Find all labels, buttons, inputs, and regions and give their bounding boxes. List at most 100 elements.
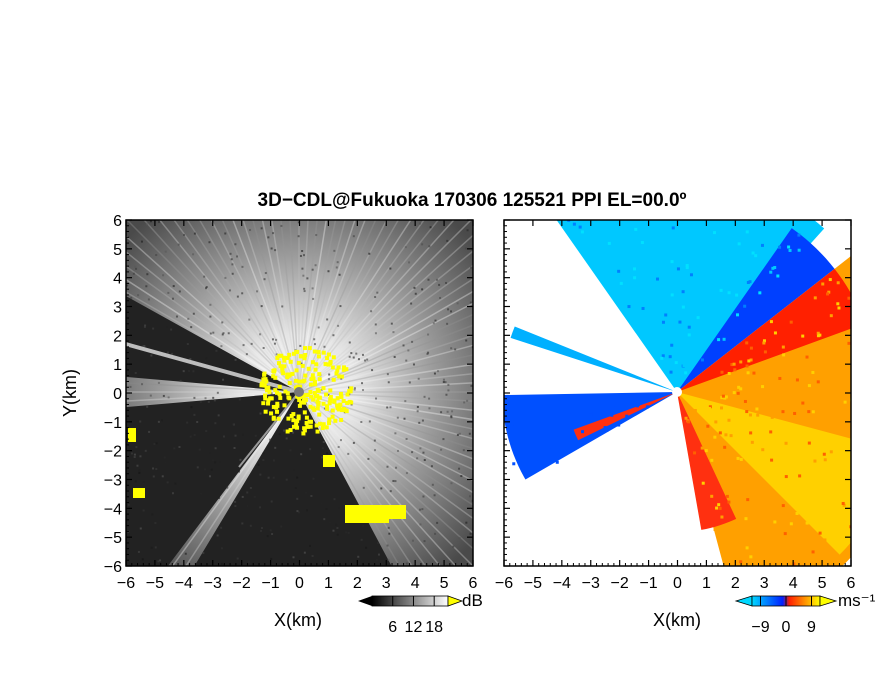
over-range-cell	[282, 403, 287, 408]
velocity-cell	[706, 424, 710, 428]
snr-noise	[352, 235, 355, 238]
snr-ray	[173, 220, 300, 393]
velocity-cell	[739, 457, 743, 461]
velocity-cell	[689, 273, 693, 277]
snr-noise	[179, 379, 182, 382]
velocity-cell	[769, 430, 773, 434]
over-range-cell	[308, 404, 313, 409]
velocity-cell	[739, 560, 743, 564]
velocity-cell	[640, 212, 643, 215]
over-range-cell	[261, 377, 266, 382]
snr-noise	[164, 250, 167, 253]
velocity-cell	[720, 370, 724, 374]
velocity-cell	[700, 358, 704, 362]
over-range-cell	[275, 401, 280, 406]
over-range-cell	[291, 418, 296, 423]
over-range-cell	[286, 416, 291, 421]
snr-noise	[311, 554, 314, 557]
velocity-cell	[751, 251, 755, 255]
snr-noise	[469, 301, 472, 304]
velocity-cell	[762, 390, 766, 394]
snr-noise	[249, 486, 252, 489]
snr-noise	[405, 472, 408, 475]
over-range-cell	[321, 350, 326, 355]
over-range-cell	[316, 350, 321, 355]
over-range-cell	[323, 362, 328, 367]
snr-ray	[126, 382, 300, 393]
snr-noise	[411, 539, 414, 542]
velocity-cell	[604, 398, 608, 402]
snr-noise	[134, 371, 137, 374]
snr-noise	[458, 467, 461, 470]
velocity-cell	[749, 555, 753, 559]
snr-ray	[298, 354, 473, 393]
snr-noise	[216, 391, 219, 394]
snr-noise	[214, 447, 217, 450]
snr-noise	[272, 232, 275, 235]
snr-noise	[442, 378, 445, 381]
snr-noise	[154, 521, 157, 524]
velocity-panel: −6 −5 −4 −3 −2 −1 0 1 2 3 4 5 6 X(km)	[490, 212, 863, 630]
snr-noise	[428, 245, 431, 248]
velocity-cell	[807, 384, 811, 388]
snr-noise	[148, 430, 151, 433]
snr-noise	[323, 345, 326, 348]
over-range-cell	[271, 404, 276, 409]
over-range-cell	[285, 355, 290, 360]
snr-noise	[417, 377, 420, 380]
snr-noise	[129, 385, 132, 388]
over-range-cell	[316, 354, 321, 359]
velocity-cell	[685, 266, 689, 270]
snr-ray	[126, 265, 300, 393]
velocity-x-tick-label: −4	[553, 575, 571, 592]
over-range-cell	[277, 361, 282, 366]
velocity-cell	[490, 399, 493, 402]
snr-noise	[234, 434, 237, 437]
snr-noise	[419, 523, 422, 526]
snr-noise	[431, 483, 434, 486]
snr-noise	[434, 319, 437, 322]
snr-noise	[361, 353, 364, 356]
velocity-cell	[549, 426, 553, 430]
velocity-cell	[781, 345, 785, 349]
velocity-cell	[689, 314, 693, 318]
over-range-echo-patch	[376, 505, 406, 519]
snr-noise	[231, 272, 234, 275]
snr-noise	[153, 442, 156, 445]
snr-noise	[204, 287, 207, 290]
snr-noise	[421, 508, 424, 511]
velocity-cell	[678, 320, 682, 324]
velocity-cell	[614, 406, 618, 410]
snr-noise	[162, 274, 165, 277]
velocity-cell	[743, 399, 747, 403]
velocity-cell	[636, 404, 640, 408]
velocity-cell	[762, 339, 766, 343]
velocity-cell	[512, 422, 516, 426]
over-range-cell	[348, 389, 353, 394]
snr-noise	[270, 557, 273, 560]
velocity-cell	[761, 385, 765, 389]
snr-noise	[389, 490, 392, 493]
snr-noise	[138, 469, 141, 472]
velocity-cell	[750, 387, 754, 391]
snr-noise	[278, 433, 281, 436]
snr-y-tick-label: −2	[104, 444, 122, 461]
over-range-cell	[304, 421, 309, 426]
velocity-cell	[860, 279, 863, 282]
velocity-cell	[820, 395, 824, 399]
velocity-cell	[704, 449, 708, 453]
snr-colorbar-ticks: 6 12 18	[388, 596, 443, 636]
over-range-cell	[262, 383, 267, 388]
over-range-cell	[285, 391, 290, 396]
snr-noise	[228, 289, 231, 292]
velocity-cell	[842, 503, 846, 507]
over-range-cell	[278, 364, 283, 369]
velocity-cell	[707, 406, 711, 410]
snr-noise	[310, 494, 313, 497]
snr-noise	[256, 384, 259, 387]
snr-noise	[389, 406, 392, 409]
snr-noise	[152, 475, 155, 478]
velocity-cell	[793, 567, 796, 570]
over-range-cell	[295, 425, 300, 430]
over-range-cell	[324, 425, 329, 430]
